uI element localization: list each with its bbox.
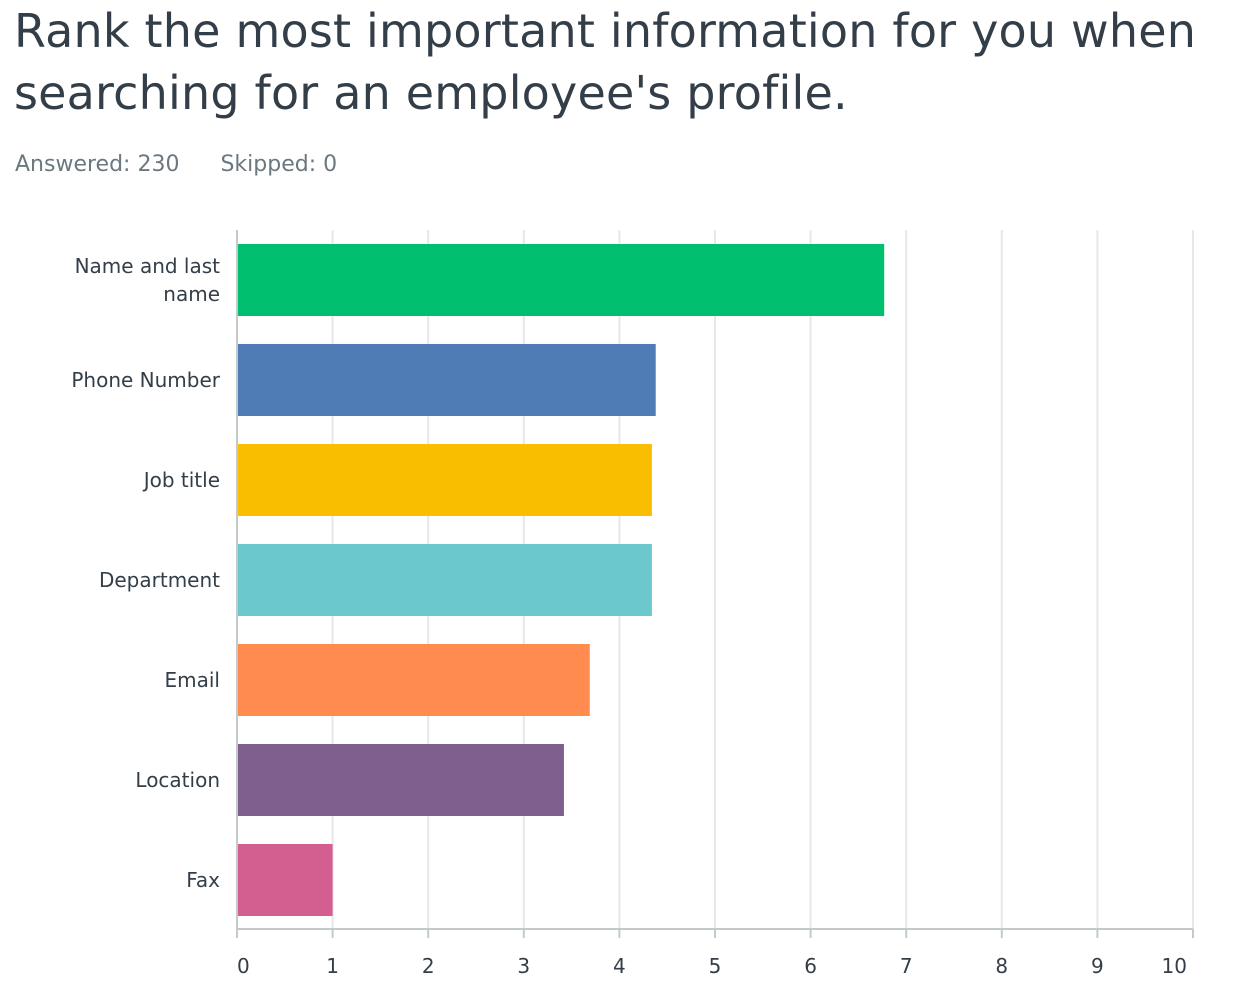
category-labels: Name and last name Phone Number Job title De… [71,254,220,892]
tick-label: 5 [709,954,722,978]
tick-label: 9 [1091,954,1104,978]
tick-label: 10 [1162,954,1187,978]
bar[interactable] [238,244,885,316]
bar[interactable] [238,544,652,616]
category-label: Email [165,668,221,692]
bar[interactable] [238,644,590,716]
skipped-count: Skipped: 0 [220,152,338,177]
tick-label: 0 [237,954,250,978]
tick-label: 7 [900,954,913,978]
category-label: Location [135,768,220,792]
category-label: Job title [142,468,220,492]
tick-label: 6 [804,954,817,978]
response-stats: Answered: 230 Skipped: 0 [15,152,371,177]
category-label: Fax [186,868,220,892]
tick-label: 3 [517,954,530,978]
category-label: Name and last [75,254,221,278]
tick-label: 2 [422,954,435,978]
tick-label: 4 [613,954,626,978]
bar[interactable] [238,444,652,516]
answered-count: Answered: 230 [15,152,180,177]
bar[interactable] [238,744,564,816]
question-title: Rank the most important information for … [14,4,1197,120]
bar[interactable] [238,844,333,916]
axes [236,230,1194,938]
tick-label: 1 [326,954,339,978]
bar[interactable] [238,344,656,416]
tick-label: 8 [995,954,1008,978]
tick-labels: 0 1 2 3 4 5 6 7 8 9 10 [237,954,1187,978]
category-label: Department [99,568,220,592]
category-label: name [163,282,220,306]
category-label: Phone Number [71,368,220,392]
bars [238,244,885,916]
